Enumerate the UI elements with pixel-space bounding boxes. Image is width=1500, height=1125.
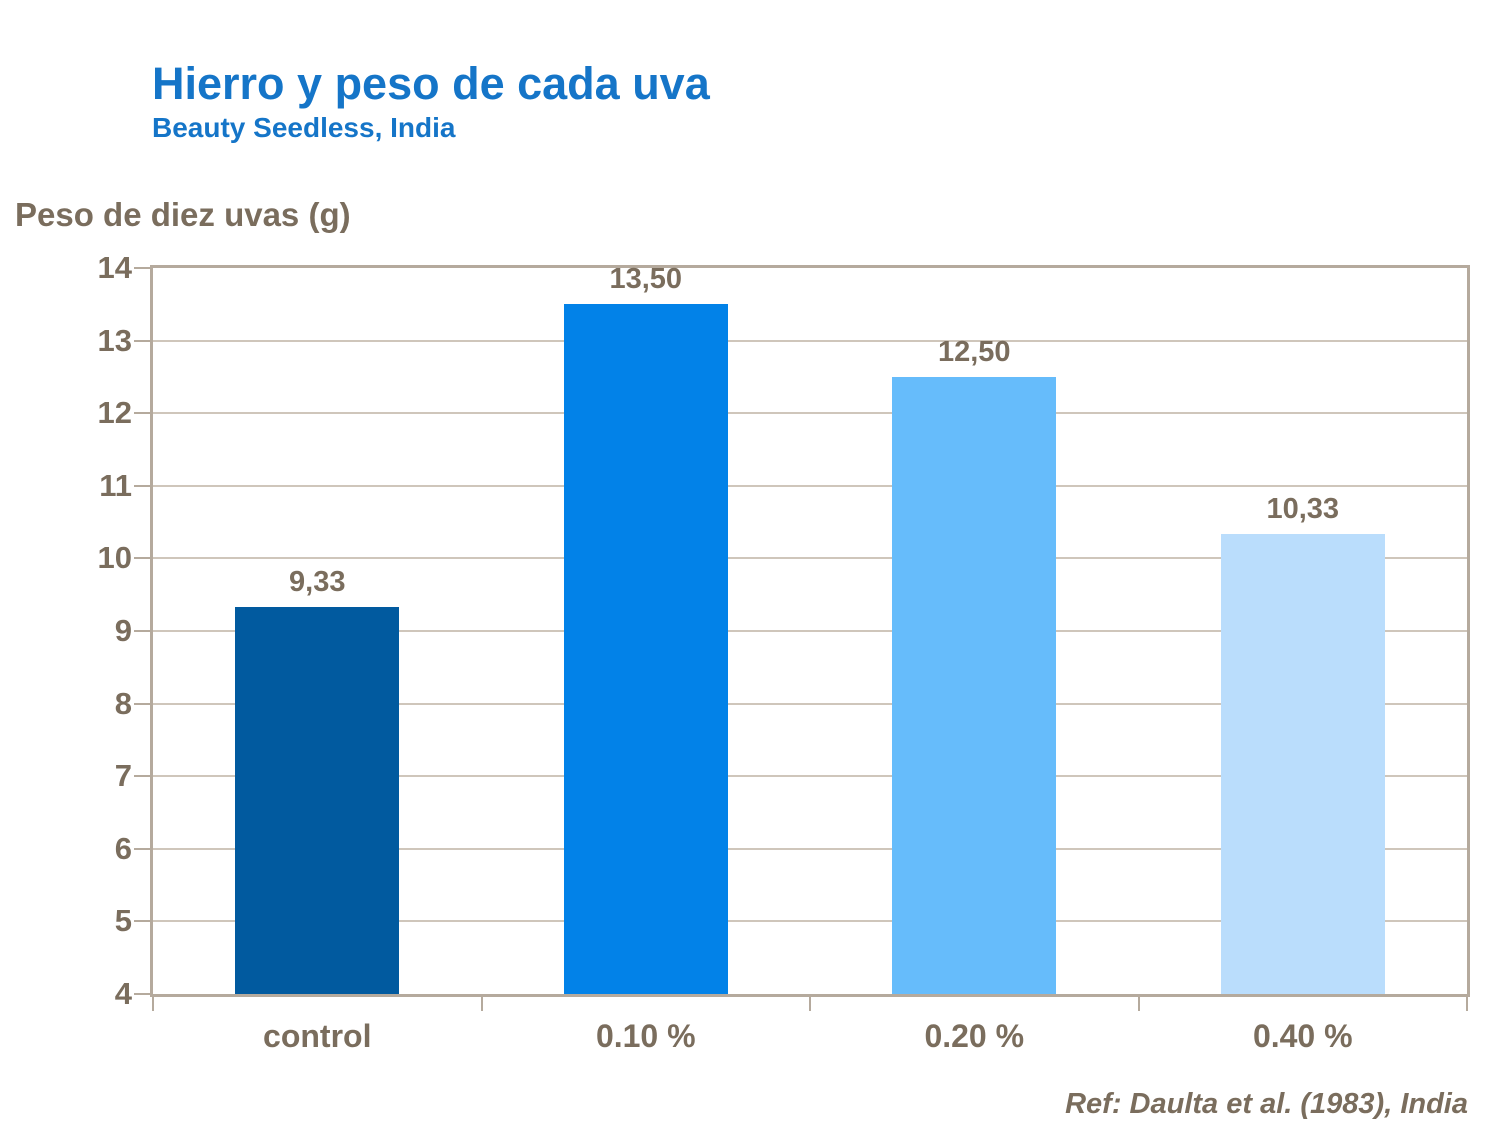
x-category-label: 0.20 % xyxy=(924,1018,1025,1054)
x-tick-mark xyxy=(480,997,483,1011)
bar-value-label: 9,33 xyxy=(289,566,346,599)
y-tick-label: 11 xyxy=(99,467,132,503)
gridline xyxy=(153,412,1467,415)
bar-value-label: 10,33 xyxy=(1266,493,1340,526)
y-tick-mark xyxy=(134,775,151,778)
plot-area: 9,33 13,50 12,50 10,33 xyxy=(150,263,1470,997)
y-tick-label: 10 xyxy=(97,540,132,576)
y-tick-mark xyxy=(134,920,151,923)
reference-citation: Ref: Daulta et al. (1983), India xyxy=(1065,1088,1468,1120)
chart-subtitle: Beauty Seedless, India xyxy=(152,112,456,143)
gridline xyxy=(153,702,1467,705)
y-tick-mark xyxy=(134,339,151,342)
x-category-label: control xyxy=(263,1018,372,1054)
gridline xyxy=(153,847,1467,850)
x-category-label: 0.10 % xyxy=(595,1018,696,1054)
x-tick-mark xyxy=(1137,997,1140,1011)
y-tick-mark xyxy=(134,557,151,560)
bar-control xyxy=(235,607,400,994)
y-tick-label: 13 xyxy=(97,322,132,358)
gridline xyxy=(153,557,1467,560)
gridline xyxy=(153,339,1467,342)
y-tick-label: 5 xyxy=(114,903,132,939)
y-tick-mark xyxy=(134,702,151,705)
x-category-label: 0.40 % xyxy=(1252,1018,1353,1054)
gridline xyxy=(153,484,1467,487)
x-tick-mark xyxy=(1466,997,1468,1011)
y-tick-label: 8 xyxy=(114,685,132,721)
y-tick-mark xyxy=(134,412,151,415)
y-tick-mark xyxy=(134,267,151,269)
gridline xyxy=(153,920,1467,923)
y-tick-mark xyxy=(134,993,151,995)
y-tick-label: 7 xyxy=(114,758,132,794)
gridline xyxy=(153,775,1467,778)
y-tick-label: 6 xyxy=(114,830,132,866)
y-tick-mark xyxy=(134,484,151,487)
gridline xyxy=(153,630,1467,632)
y-tick-label: 4 xyxy=(114,976,132,1011)
x-tick-mark xyxy=(152,997,154,1011)
y-tick-mark xyxy=(134,630,151,632)
bar-value-label: 13,50 xyxy=(609,263,683,296)
y-axis-title: Peso de diez uvas (g) xyxy=(15,196,351,233)
y-tick-label: 12 xyxy=(97,395,132,431)
bar-0.20 % xyxy=(892,376,1057,994)
y-tick-label: 9 xyxy=(114,613,132,648)
y-tick-label: 14 xyxy=(97,250,132,285)
bar-0.10 % xyxy=(563,304,728,994)
y-tick-mark xyxy=(134,847,151,850)
chart-title: Hierro y peso de cada uva xyxy=(152,58,710,109)
x-tick-mark xyxy=(809,997,811,1011)
bar-0.40 % xyxy=(1220,534,1385,994)
bar-value-label: 12,50 xyxy=(937,335,1011,368)
